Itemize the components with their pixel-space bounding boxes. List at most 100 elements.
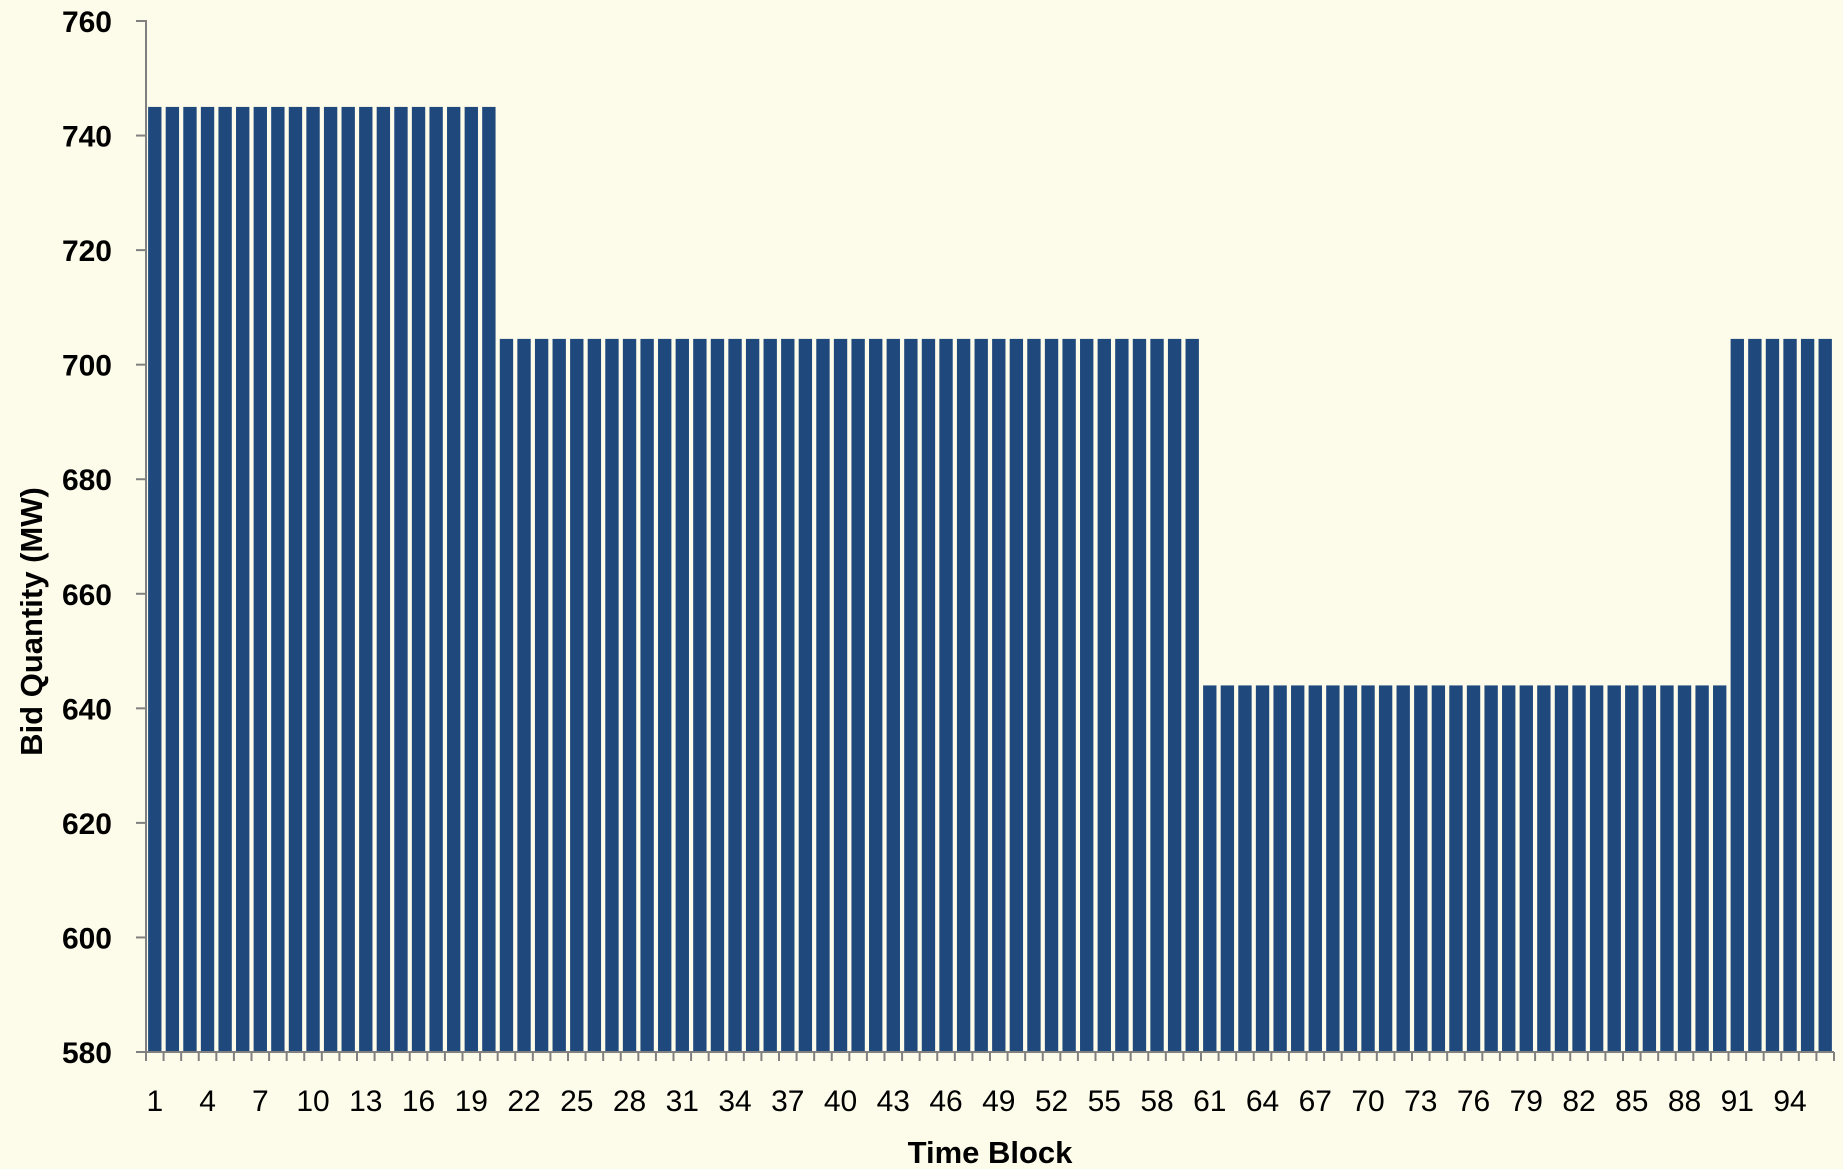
x-tick-label-43: 43: [877, 1085, 910, 1118]
bar-38: [798, 338, 813, 1052]
bar-74: [1431, 685, 1446, 1052]
bar-68: [1326, 685, 1340, 1052]
bar-91: [1730, 338, 1744, 1052]
bar-93: [1765, 338, 1780, 1052]
bar-78: [1502, 685, 1516, 1052]
bar-24: [552, 338, 566, 1052]
bar-73: [1414, 685, 1428, 1052]
bar-33: [710, 338, 725, 1052]
bar-65: [1273, 685, 1287, 1052]
x-tick-label-34: 34: [718, 1085, 751, 1118]
x-tick-label-58: 58: [1140, 1085, 1173, 1118]
bar-25: [570, 338, 584, 1052]
bar-46: [939, 338, 953, 1052]
y-tick-label-760: 760: [62, 6, 112, 39]
bar-39: [816, 338, 830, 1052]
bar-58: [1150, 338, 1164, 1052]
bar-30: [658, 338, 672, 1052]
bar-86: [1642, 685, 1657, 1052]
y-tick-label-600: 600: [62, 922, 112, 955]
bar-52: [1044, 338, 1059, 1052]
bar-95: [1800, 338, 1815, 1052]
x-ticks-group: 1 4 7 10 13 16 19 22 25 28 31 34 37 40 43 46 49 52 55 58 61 6…: [145, 1052, 1835, 1118]
x-tick-label-22: 22: [507, 1085, 540, 1118]
bar-18: [447, 106, 461, 1053]
bar-53: [1062, 338, 1076, 1052]
bar-67: [1308, 685, 1322, 1052]
x-tick-label-25: 25: [560, 1085, 593, 1118]
bar-90: [1713, 685, 1727, 1052]
bar-85: [1625, 685, 1639, 1052]
y-tick-label-720: 720: [62, 235, 112, 268]
bar-75: [1449, 685, 1463, 1052]
y-tick-label-740: 740: [62, 121, 112, 154]
y-axis-title: Bid Quantity (MW): [14, 487, 49, 756]
bar-23: [534, 338, 549, 1052]
bar-4: [200, 106, 215, 1053]
bar-5: [218, 106, 232, 1053]
bar-47: [956, 338, 971, 1052]
bar-94: [1783, 338, 1797, 1052]
bar-71: [1378, 685, 1393, 1052]
y-tick-label-580: 580: [62, 1037, 112, 1070]
x-tick-label-70: 70: [1351, 1085, 1384, 1118]
bar-29: [640, 338, 654, 1052]
x-tick-label-61: 61: [1193, 1085, 1226, 1118]
bar-12: [341, 106, 355, 1053]
x-tick-label-40: 40: [824, 1085, 857, 1118]
bar-80: [1537, 685, 1551, 1052]
bar-19: [464, 106, 478, 1053]
bar-77: [1484, 685, 1498, 1052]
bar-6: [236, 106, 250, 1053]
bar-57: [1132, 338, 1147, 1052]
bar-64: [1255, 685, 1270, 1052]
bar-76: [1466, 685, 1481, 1052]
bar-51: [1027, 338, 1041, 1052]
bar-48: [974, 338, 988, 1052]
bar-28: [622, 338, 637, 1052]
bar-70: [1361, 685, 1375, 1052]
x-tick-label-28: 28: [613, 1085, 646, 1118]
bar-31: [675, 338, 689, 1052]
bar-62: [1220, 685, 1235, 1052]
bar-40: [833, 338, 848, 1052]
bar-79: [1519, 685, 1533, 1052]
bar-37: [781, 338, 795, 1052]
bar-22: [517, 338, 531, 1052]
x-tick-label-52: 52: [1035, 1085, 1068, 1118]
bar-11: [323, 106, 338, 1053]
x-tick-label-19: 19: [455, 1085, 488, 1118]
x-tick-label-55: 55: [1088, 1085, 1121, 1118]
axes-group: [136, 20, 1834, 1053]
x-tick-label-4: 4: [199, 1085, 216, 1118]
bar-16: [411, 106, 426, 1053]
bar-84: [1607, 685, 1621, 1052]
y-tick-label-700: 700: [62, 350, 112, 383]
x-tick-label-76: 76: [1457, 1085, 1490, 1118]
bar-44: [904, 338, 918, 1052]
x-tick-label-49: 49: [982, 1085, 1015, 1118]
bar-42: [869, 338, 883, 1052]
bar-34: [728, 338, 742, 1052]
x-tick-label-16: 16: [402, 1085, 435, 1118]
bar-32: [693, 338, 707, 1052]
bar-1: [148, 106, 162, 1053]
bar-66: [1291, 685, 1305, 1052]
bar-63: [1238, 685, 1252, 1052]
bar-92: [1748, 338, 1762, 1052]
x-tick-label-64: 64: [1246, 1085, 1279, 1118]
bar-60: [1185, 338, 1199, 1052]
x-tick-label-79: 79: [1510, 1085, 1543, 1118]
y-tick-label-620: 620: [62, 808, 112, 841]
bar-61: [1203, 685, 1217, 1052]
bar-49: [992, 338, 1006, 1052]
bar-3: [183, 106, 197, 1053]
x-tick-label-82: 82: [1562, 1085, 1595, 1118]
y-tick-label-660: 660: [62, 579, 112, 612]
bar-7: [253, 106, 267, 1053]
x-tick-label-88: 88: [1668, 1085, 1701, 1118]
bar-9: [288, 106, 303, 1053]
bar-21: [499, 338, 514, 1052]
